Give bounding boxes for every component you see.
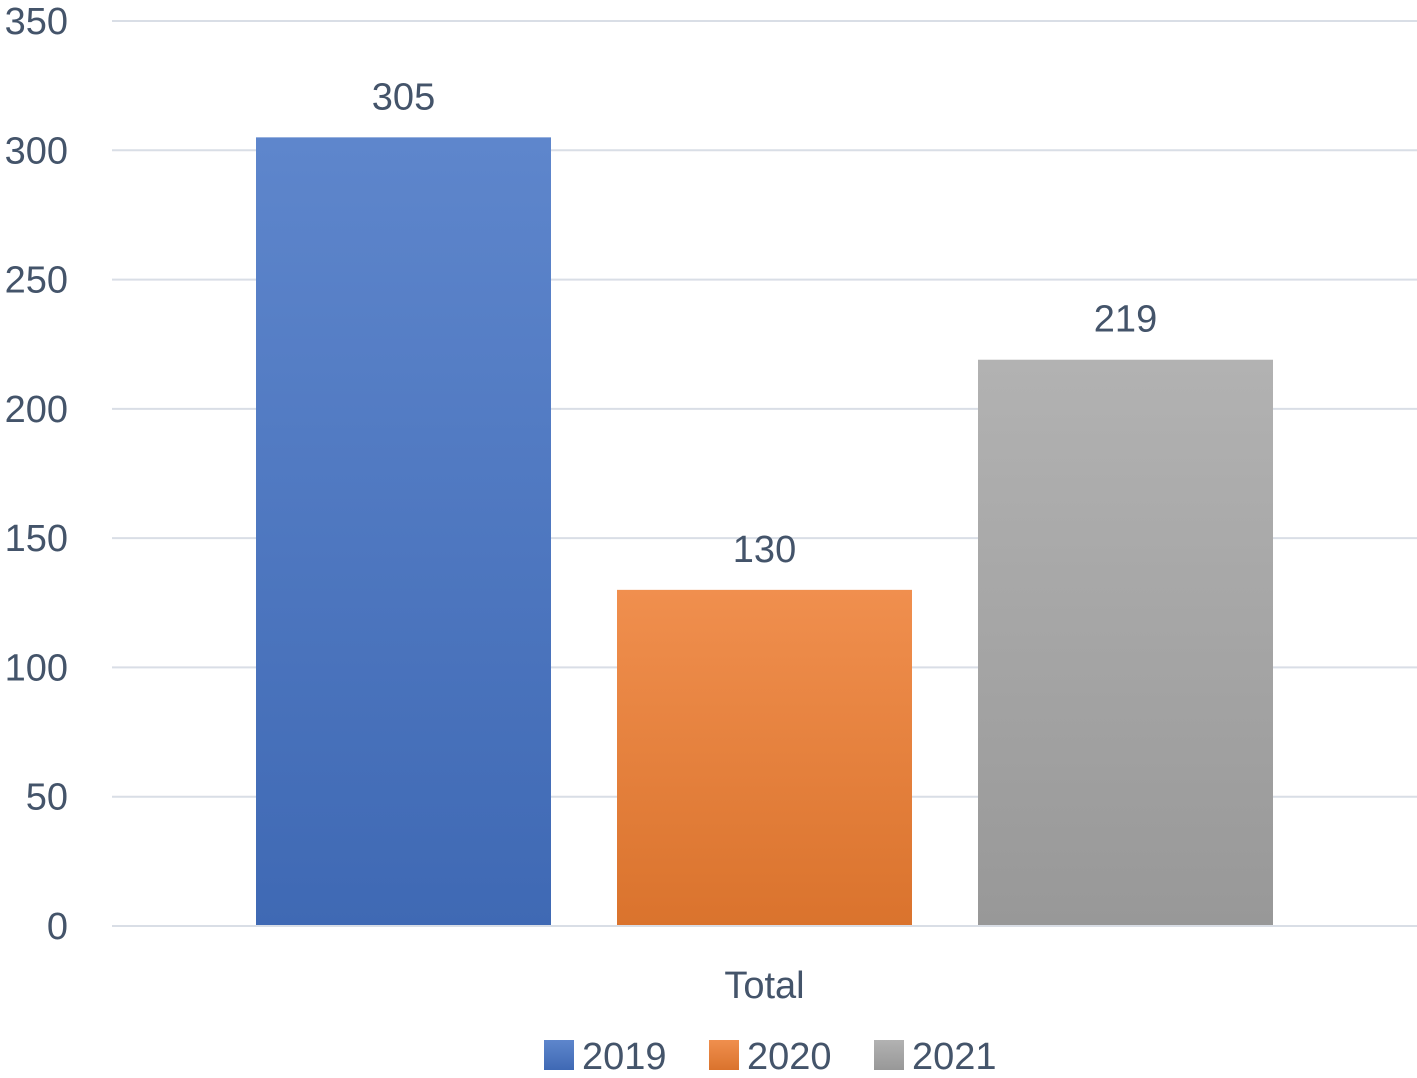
- y-tick-label-50: 50: [26, 777, 68, 819]
- data-labels: 305 130 219: [372, 76, 1157, 570]
- bar-2020: [617, 589, 912, 926]
- y-axis-tick-labels: 0 50 100 150 200 250 300 350: [5, 1, 68, 948]
- data-label-2019: 305: [372, 76, 435, 118]
- legend-label-2019: 2019: [582, 1036, 667, 1078]
- bars: [256, 137, 1273, 926]
- bar-2019: [256, 137, 551, 926]
- bar-2021: [978, 359, 1273, 926]
- y-tick-label-200: 200: [5, 389, 68, 431]
- legend: 2019 2020 2021: [544, 1036, 997, 1078]
- y-tick-label-300: 300: [5, 130, 68, 172]
- legend-swatch-2021: [874, 1040, 904, 1070]
- category-labels: Total: [724, 965, 804, 1007]
- y-tick-label-250: 250: [5, 260, 68, 302]
- legend-label-2020: 2020: [747, 1036, 832, 1078]
- data-label-2021: 219: [1094, 299, 1157, 341]
- legend-swatch-2020: [709, 1040, 739, 1070]
- y-tick-label-0: 0: [47, 906, 68, 948]
- legend-swatch-2019: [544, 1040, 574, 1070]
- y-tick-label-350: 350: [5, 1, 68, 43]
- legend-item-2021: 2021: [874, 1036, 997, 1078]
- legend-label-2021: 2021: [912, 1036, 997, 1078]
- data-label-2020: 130: [733, 529, 796, 571]
- legend-item-2019: 2019: [544, 1036, 667, 1078]
- category-label-total: Total: [724, 965, 804, 1007]
- y-tick-label-100: 100: [5, 647, 68, 689]
- y-tick-label-150: 150: [5, 518, 68, 560]
- legend-item-2020: 2020: [709, 1036, 832, 1078]
